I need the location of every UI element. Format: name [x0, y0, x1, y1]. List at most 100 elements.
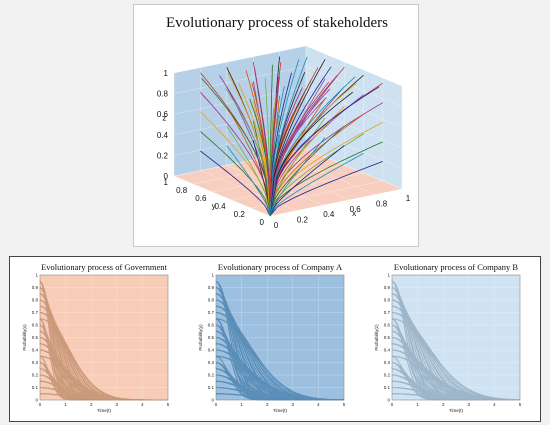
company-b-x-axis-label: Time(t) — [449, 408, 464, 413]
trajectory-line — [226, 125, 271, 217]
z-tick-label: 0.4 — [157, 131, 169, 140]
government-title: Evolutionary process of Government — [41, 262, 167, 272]
company-a-y-tick: 0.6 — [208, 323, 215, 328]
government-x-tick: 2 — [90, 402, 93, 407]
x-axis-label: x — [352, 209, 356, 218]
trajectory-line — [227, 72, 271, 217]
government-y-tick: 0.4 — [32, 348, 39, 353]
company-b-y-tick: 0.2 — [384, 373, 391, 378]
company-b-y-tick: 0.1 — [384, 385, 391, 390]
company-b-y-tick: 0.4 — [384, 348, 391, 353]
company-b-series-line — [392, 355, 520, 401]
trajectory-line — [269, 83, 357, 217]
company-a-x-tick: 0 — [215, 402, 218, 407]
trajectory-line — [269, 91, 354, 217]
trajectory-line — [269, 59, 300, 217]
trajectory-line — [200, 150, 271, 217]
trajectory-line — [269, 86, 285, 217]
company-a-y-tick: 0.2 — [208, 373, 215, 378]
z-tick-label: 0 — [164, 172, 169, 181]
company-b-y-tick: 0.6 — [384, 323, 391, 328]
company-b-y-tick: 0.7 — [384, 310, 391, 315]
government-x-tick: 0 — [39, 402, 42, 407]
government-y-tick: 0.3 — [32, 360, 39, 365]
stakeholders-3d-chart: Evolutionary process of stakeholders 0 0.… — [157, 15, 411, 230]
subplots-panel: Evolutionary process of Government 0 1 2 3 4 5… — [9, 256, 541, 422]
x-tick-label: 0 — [274, 221, 279, 230]
trajectory-line — [269, 133, 364, 217]
x-tick-label: 0.8 — [376, 199, 388, 208]
company-b-chart: Evolutionary process of Company B 0 1 2 3 4 5 0… — [374, 262, 522, 413]
company-b-x-tick: 0 — [391, 402, 394, 407]
trajectory-line — [269, 72, 292, 217]
trajectory-line — [269, 81, 330, 217]
x-tick-label: 0.2 — [297, 216, 309, 225]
trajectory-line — [251, 82, 271, 217]
company-a-y-tick: 0.9 — [208, 285, 215, 290]
y-tick-label: 0 — [260, 218, 265, 227]
trajectory-line — [226, 86, 271, 217]
trajectory-line — [200, 131, 271, 217]
company-a-y-tick: 0.7 — [208, 310, 215, 315]
z-tick-label: 0.8 — [157, 90, 169, 99]
trajectory-line — [254, 67, 271, 217]
trajectory-line — [238, 83, 271, 217]
trajectory-line — [200, 111, 271, 217]
government-x-tick: 1 — [64, 402, 67, 407]
company-b-y-tick: 0.3 — [384, 360, 391, 365]
company-a-x-axis-label: Time(t) — [273, 408, 288, 413]
company-a-series-line — [216, 393, 344, 401]
company-a-y-axis-label: Probability(y) — [198, 324, 203, 351]
trajectory-line — [269, 102, 384, 217]
trajectory-line — [269, 64, 273, 217]
company-a-y-tick: 0 — [211, 398, 214, 403]
company-a-x-tick: 3 — [292, 402, 295, 407]
z-tick-label: 1 — [164, 69, 169, 78]
trajectory-line — [200, 92, 271, 217]
government-x-tick: 3 — [116, 402, 119, 407]
company-a-y-tick: 1 — [211, 273, 214, 278]
trajectory-line — [269, 145, 345, 217]
government-lines — [39, 280, 168, 401]
company-b-series-line — [391, 318, 520, 401]
trajectory-line — [269, 66, 332, 217]
plane-xy — [174, 149, 402, 216]
trajectory-line — [252, 120, 271, 217]
trajectory-line — [269, 161, 383, 217]
trajectory-line — [269, 117, 326, 217]
company-b-title: Evolutionary process of Company B — [394, 262, 519, 272]
trajectory-line — [269, 59, 326, 217]
trajectory-line — [269, 78, 326, 217]
trajectory-line — [269, 86, 380, 217]
company-a-y-tick: 0.5 — [208, 335, 215, 340]
trajectory-line — [269, 56, 308, 217]
trajectory-line — [269, 97, 327, 217]
z-axis-label: z — [162, 114, 166, 123]
company-b-lines — [391, 280, 520, 401]
y-tick-label: 0.2 — [234, 210, 246, 219]
company-b-y-tick: 0.9 — [384, 285, 391, 290]
company-b-series-line — [392, 393, 520, 401]
company-b-y-axis-label: Probability(z) — [374, 324, 379, 351]
trajectory-line — [225, 88, 271, 217]
y-axis-label: y — [212, 202, 216, 211]
trajectory-line — [269, 74, 364, 217]
z-tick-label: 0.2 — [157, 151, 169, 160]
company-b-x-tick: 1 — [416, 402, 419, 407]
stakeholders-3d-chart-panel: Evolutionary process of stakeholders 0 0.… — [133, 4, 419, 247]
government-y-tick: 0.5 — [32, 335, 39, 340]
government-y-tick: 0.9 — [32, 285, 39, 290]
company-a-y-tick: 0.8 — [208, 298, 215, 303]
trajectory-line — [269, 137, 326, 217]
government-y-tick: 1 — [35, 273, 38, 278]
company-a-grid — [215, 274, 345, 401]
company-a-lines — [215, 280, 344, 401]
company-a-x-tick: 4 — [317, 402, 320, 407]
y-tick-label: 0.4 — [214, 202, 226, 211]
company-a-chart: Evolutionary process of Company A 0 1 2 3 4 5 0… — [198, 262, 346, 413]
company-b-x-tick: 4 — [493, 402, 496, 407]
trajectory-line — [269, 153, 364, 217]
company-a-x-tick: 1 — [240, 402, 243, 407]
y-tick-label: 0.6 — [195, 194, 207, 203]
y-tick-label: 0.8 — [176, 186, 188, 195]
